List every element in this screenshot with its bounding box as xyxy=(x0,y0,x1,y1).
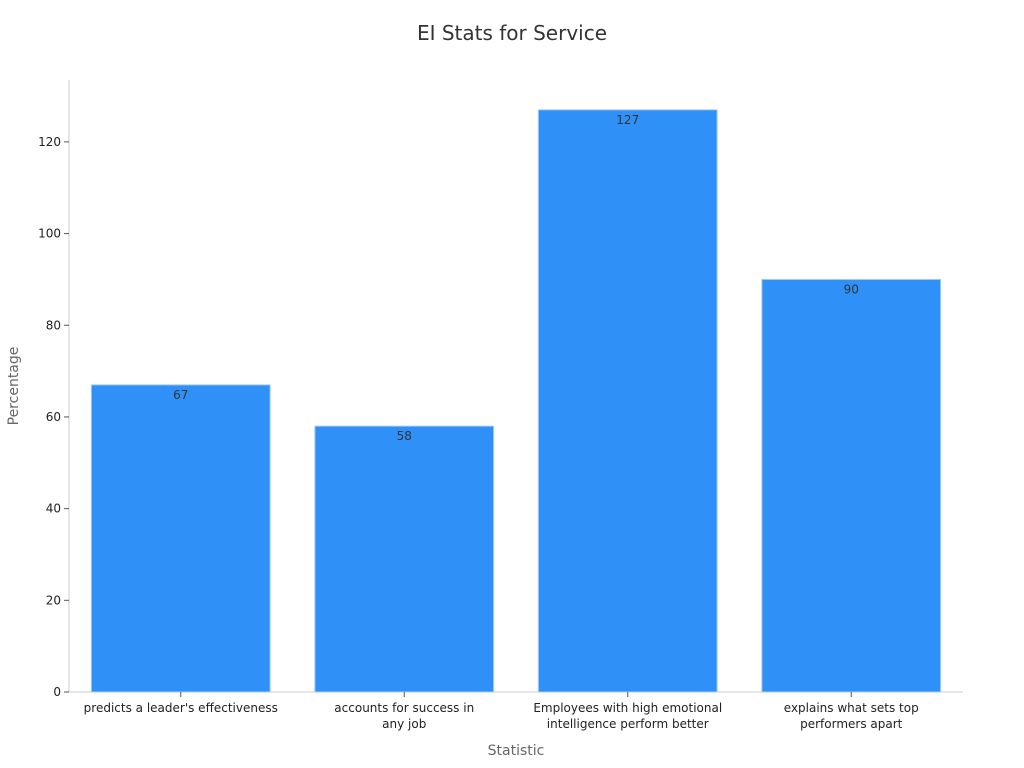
x-tick-label: predicts a leader's effectiveness xyxy=(84,701,278,715)
bar xyxy=(90,384,271,693)
x-tick-label: explains what sets top xyxy=(784,701,919,715)
bar xyxy=(537,109,718,693)
x-axis-title: Statistic xyxy=(488,743,545,759)
y-axis-title: Percentage xyxy=(6,347,22,426)
y-tick-label: 80 xyxy=(46,318,61,332)
data-label: 90 xyxy=(844,282,859,296)
plot-area: 0 20 40 60 80 100 120 67 predicts a leader's eff… xyxy=(38,80,963,731)
data-label: 67 xyxy=(173,388,188,402)
y-tick-label: 0 xyxy=(53,685,61,699)
x-tick-label: accounts for success in xyxy=(334,701,474,715)
bar xyxy=(761,278,942,693)
y-tick-label: 60 xyxy=(46,410,61,424)
data-label: 127 xyxy=(616,113,639,127)
x-tick-label: any job xyxy=(382,717,426,731)
data-label: 58 xyxy=(397,429,412,443)
y-tick-label: 120 xyxy=(38,135,61,149)
y-tick-label: 100 xyxy=(38,227,61,241)
y-tick-label: 20 xyxy=(46,593,61,607)
x-tick-label: intelligence perform better xyxy=(547,717,709,731)
y-tick-label: 40 xyxy=(46,502,61,516)
chart-title: EI Stats for Service xyxy=(417,21,607,45)
bar xyxy=(314,425,495,693)
x-tick-label: performers apart xyxy=(800,717,903,731)
x-tick-label: Employees with high emotional xyxy=(533,701,722,715)
